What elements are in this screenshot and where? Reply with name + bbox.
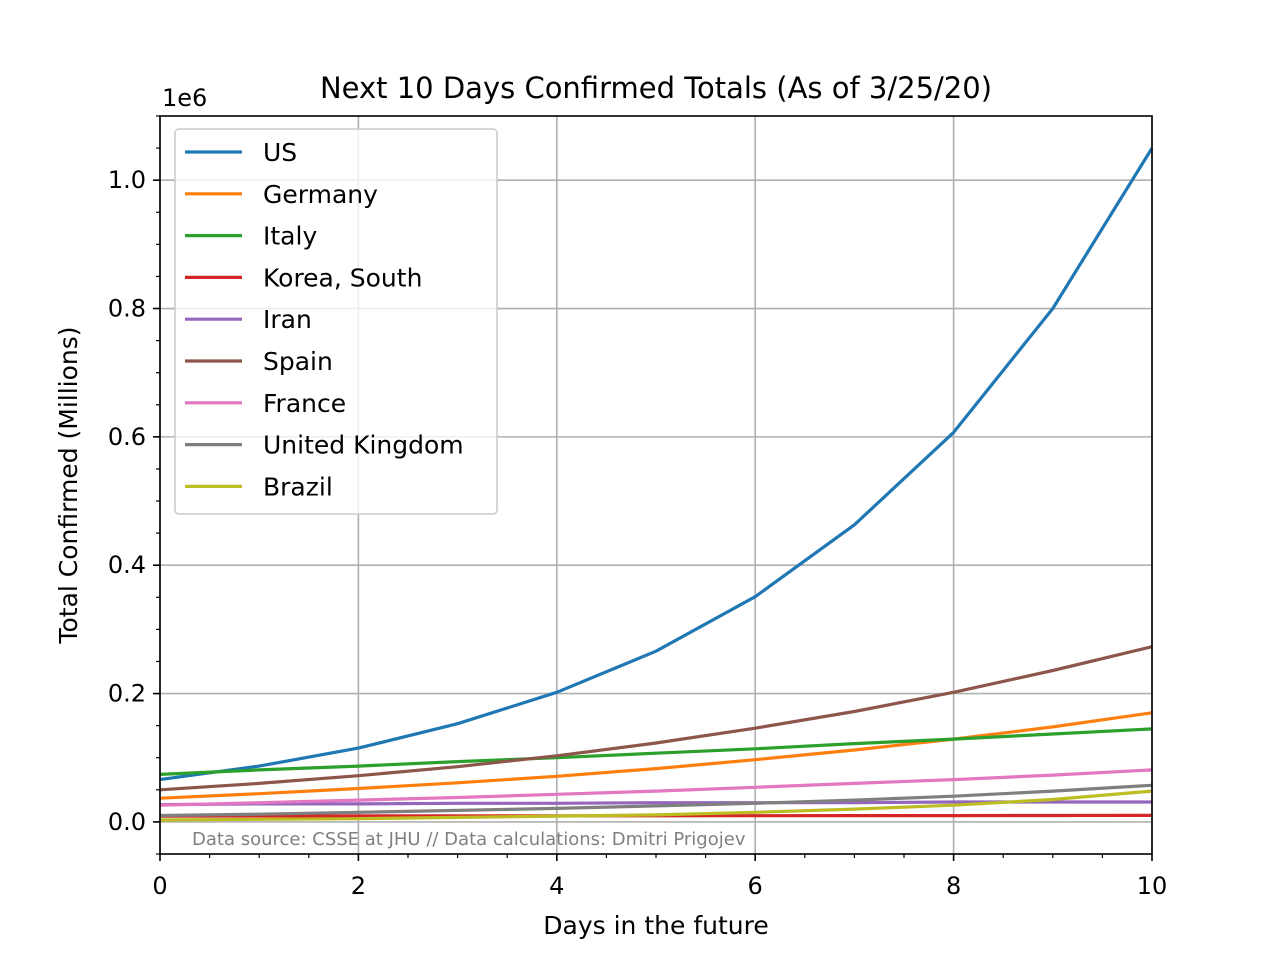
y-tick-label: 0.0 — [108, 808, 146, 836]
x-tick-label: 2 — [351, 872, 366, 900]
y-tick-label: 0.6 — [108, 423, 146, 451]
legend-label-spain: Spain — [263, 347, 333, 376]
legend-label-united-kingdom: United Kingdom — [263, 431, 464, 460]
x-tick-label: 4 — [549, 872, 564, 900]
legend-label-italy: Italy — [263, 222, 317, 251]
y-tick-label: 0.2 — [108, 680, 146, 708]
x-tick-label: 0 — [152, 872, 167, 900]
series-line-spain — [159, 645, 1153, 792]
x-tick-label: 6 — [748, 872, 763, 900]
x-axis-label: Days in the future — [543, 911, 768, 940]
x-tick-label: 8 — [946, 872, 961, 900]
series-line-germany — [159, 711, 1153, 800]
y-tick-label: 0.8 — [108, 295, 146, 323]
legend-label-korea-south: Korea, South — [263, 263, 422, 292]
series-line-brazil — [159, 789, 1153, 822]
series-line-france — [159, 768, 1153, 807]
y-tick-label: 1.0 — [108, 166, 146, 194]
x-tick-label: 10 — [1137, 872, 1168, 900]
y-tick-label: 0.4 — [108, 551, 146, 579]
axis-ticks: 0 2 4 6 8 10 0.0 0.2 0.4 0.6 0.8 1.0 — [108, 115, 1168, 900]
data-source-annotation: Data source: CSSE at JHU // Data calcula… — [192, 829, 746, 850]
series-line-italy — [159, 727, 1153, 776]
series-line-us — [159, 147, 1154, 782]
legend-label-france: France — [263, 389, 346, 418]
legend-label-germany: Germany — [263, 180, 378, 209]
legend: US Germany Italy Korea, South Iran Spain Franc… — [174, 128, 498, 515]
plot-lines — [159, 147, 1154, 822]
series-line-united-kingdom — [159, 783, 1153, 818]
legend-label-iran: Iran — [263, 305, 312, 334]
chart-title: Next 10 Days Confirmed Totals (As of 3/2… — [320, 71, 992, 105]
legend-box — [174, 128, 498, 515]
legend-label-brazil: Brazil — [263, 472, 333, 501]
legend-label-us: US — [263, 138, 297, 167]
y-axis-label: Total Confirmed (Millions) — [54, 326, 83, 644]
y-offset-label: 1e6 — [162, 84, 207, 112]
